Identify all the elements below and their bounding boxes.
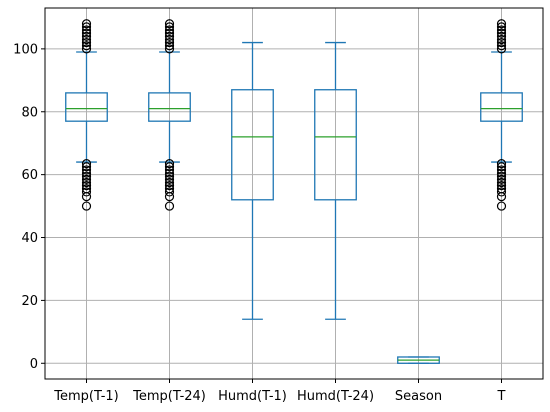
iqr-box: [480, 92, 523, 122]
outlier-point: [164, 19, 175, 29]
outlier-point: [496, 31, 507, 41]
outlier-point: [164, 22, 175, 32]
outlier-point: [164, 174, 175, 184]
x-axis: Temp(T-1) Temp(T-24) Humd(T-1) Humd(T-24) Se…: [53, 379, 506, 404]
outlier-point: [164, 165, 175, 175]
outlier-point: [496, 25, 507, 35]
box-group: [148, 19, 191, 211]
outlier-point: [164, 25, 175, 35]
outlier-point: [164, 181, 175, 191]
outlier-point: [81, 41, 92, 51]
x-tick-label: Humd(T-1): [218, 389, 287, 404]
plot-frame: [44, 7, 544, 380]
box-group: [231, 41, 274, 320]
outlier-point: [164, 34, 175, 45]
outlier-point: [81, 31, 92, 41]
outlier-point: [81, 44, 92, 54]
marks-layer: [65, 19, 523, 364]
x-tick-label: Humd(T-24): [297, 389, 374, 404]
outlier-point: [164, 44, 175, 54]
x-tick-label: Temp(T-1): [53, 389, 119, 404]
outlier-point: [164, 184, 175, 194]
iqr-box: [314, 89, 357, 201]
outlier-point: [496, 171, 507, 181]
outlier-point: [496, 201, 507, 211]
outlier-point: [496, 187, 507, 197]
outlier-point: [496, 184, 507, 194]
outlier-point: [496, 159, 507, 169]
outlier-point: [81, 22, 92, 32]
x-tick-label: Temp(T-24): [132, 389, 206, 404]
y-tick-label: 40: [21, 231, 38, 246]
grid-layer: [45, 8, 543, 379]
outlier-point: [164, 177, 175, 188]
outlier-point: [81, 165, 92, 175]
y-tick-label: 100: [13, 42, 38, 57]
box-group: [480, 19, 523, 211]
outlier-point: [81, 201, 92, 211]
outlier-point: [496, 168, 507, 178]
y-axis: 0 20 40 60 80 100: [13, 42, 45, 372]
outlier-point: [81, 181, 92, 191]
outlier-point: [81, 184, 92, 194]
iqr-box: [231, 89, 274, 201]
outlier-point: [164, 171, 175, 181]
box-group: [65, 19, 108, 211]
outlier-point: [81, 177, 92, 188]
outlier-point: [496, 28, 507, 38]
outlier-point: [81, 187, 92, 197]
outlier-point: [496, 41, 507, 51]
y-tick-label: 60: [21, 168, 38, 183]
outlier-point: [164, 28, 175, 38]
outlier-point: [164, 31, 175, 41]
outlier-point: [81, 25, 92, 35]
outlier-point: [81, 34, 92, 45]
outlier-point: [496, 174, 507, 184]
outlier-point: [164, 201, 175, 211]
outlier-point: [164, 187, 175, 197]
iqr-box: [65, 92, 108, 122]
outlier-point: [496, 44, 507, 54]
outlier-point: [496, 22, 507, 32]
outlier-point: [81, 171, 92, 181]
box-group: [397, 356, 440, 364]
box-group: [314, 41, 357, 320]
outlier-point: [496, 177, 507, 188]
outlier-point: [164, 162, 175, 172]
outlier-point: [81, 168, 92, 178]
outlier-point: [496, 34, 507, 45]
outlier-point: [164, 37, 175, 48]
outlier-point: [496, 19, 507, 29]
outlier-point: [164, 41, 175, 51]
outlier-point: [81, 159, 92, 169]
outlier-point: [496, 181, 507, 191]
x-tick-label: T: [497, 389, 506, 404]
outlier-point: [81, 162, 92, 172]
outlier-point: [164, 168, 175, 178]
x-tick-label: Season: [395, 389, 442, 404]
outlier-point: [81, 174, 92, 184]
outlier-point: [496, 162, 507, 172]
outlier-point: [496, 37, 507, 48]
y-tick-label: 20: [21, 294, 38, 309]
outlier-point: [496, 165, 507, 175]
outlier-point: [81, 19, 92, 29]
y-tick-label: 80: [21, 105, 38, 120]
iqr-box: [148, 92, 191, 122]
outlier-point: [81, 28, 92, 38]
y-tick-label: 0: [30, 357, 38, 372]
outlier-point: [164, 159, 175, 169]
outlier-point: [81, 37, 92, 48]
